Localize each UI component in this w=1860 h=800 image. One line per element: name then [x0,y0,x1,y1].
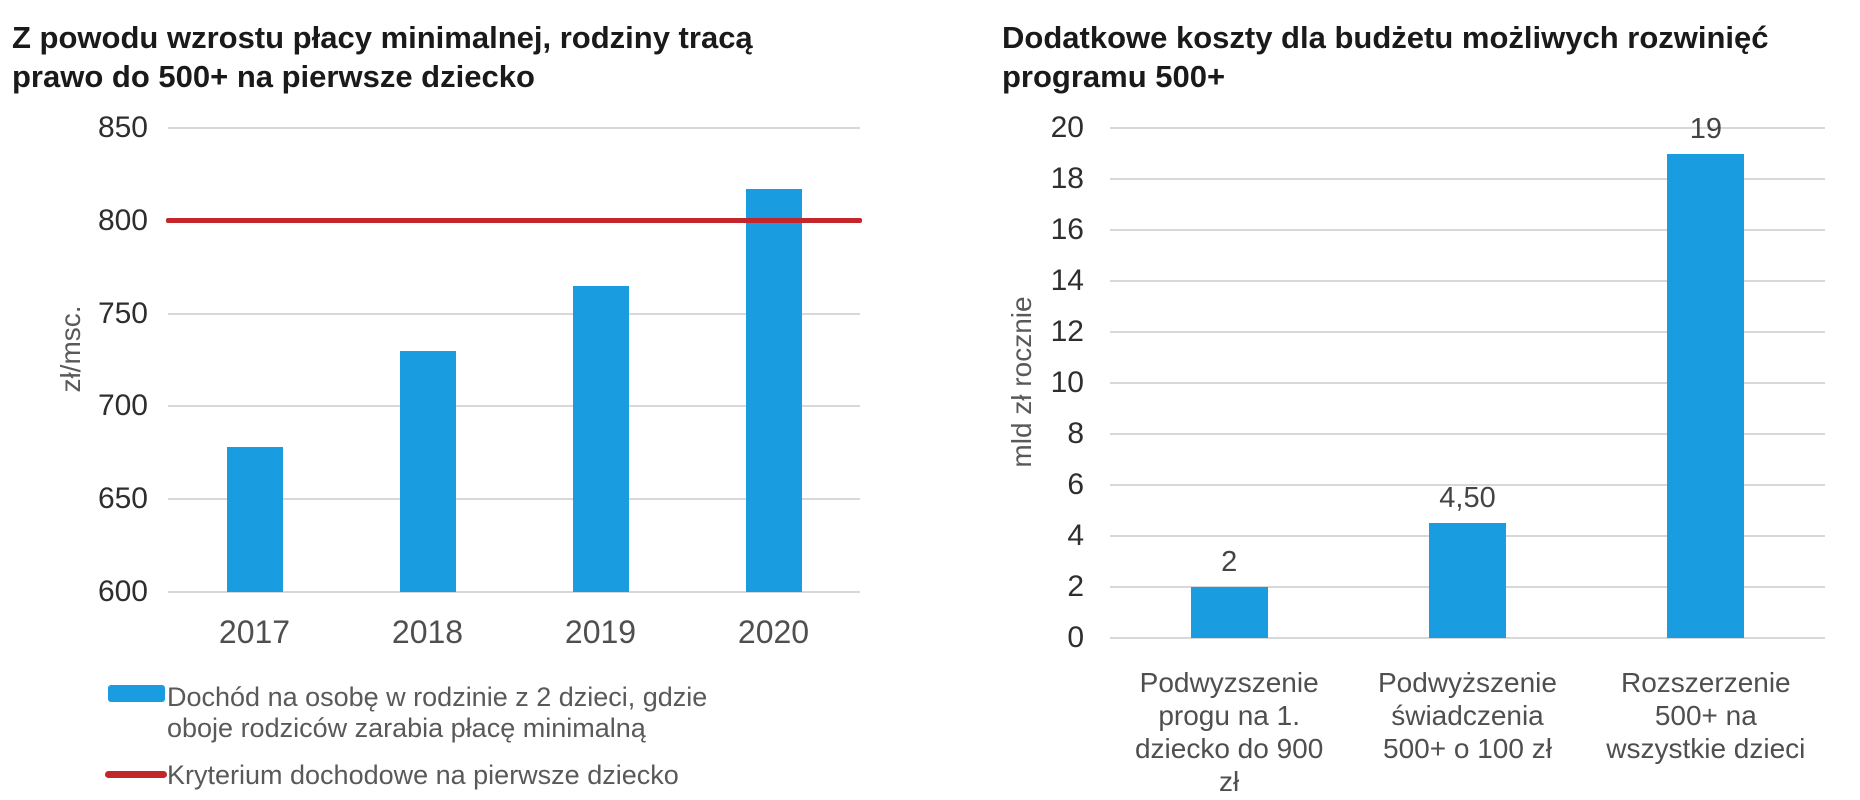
x-category-label: 2018 [391,614,464,650]
bar-left-3 [572,285,629,592]
gridline [168,312,860,315]
bar-right-1 [1190,587,1268,638]
gridline [168,591,860,593]
y-tick-label: 16 [1050,213,1084,246]
bar-left-4 [745,189,802,592]
y-tick-label: 10 [1050,366,1084,399]
gridline [168,127,860,129]
y-tick-label: 20 [1050,111,1084,144]
x-category-label: Podwyższenie świadczenia 500+ o 100 zł [1378,667,1557,764]
bar-value-label: 19 [1689,112,1722,145]
gridline [1110,637,1825,639]
bar-right-3 [1667,153,1745,638]
x-category-label: Podwyzszenie progu na 1. dziecko do 900 … [1134,667,1324,797]
legend-label-income: Dochód na osobę w rodzinie z 2 dzieci, g… [167,682,708,743]
bar-value-label: 4,50 [1439,482,1496,515]
gridline [1110,127,1825,129]
x-category-label: 2020 [737,614,810,650]
y-tick-label: 700 [97,389,148,423]
reference-line [166,218,862,224]
y-tick-label: 4 [1067,519,1084,552]
gridline [1110,331,1825,333]
right-chart-title: Dodatkowe koszty dla budżetu możliwych r… [1002,20,1769,94]
y-tick-label: 14 [1050,264,1084,297]
y-tick-label: 750 [97,296,148,330]
gridline [1110,382,1825,384]
y-tick-label: 800 [97,203,148,237]
bar-left-1 [226,447,283,592]
bar-right-2 [1429,523,1506,638]
bar-left-2 [399,350,456,592]
y-tick-label: 18 [1050,162,1084,195]
gridline [1110,433,1825,435]
y-tick-label: 12 [1050,315,1084,348]
left-chart-title: Z powodu wzrostu płacy minimalnej, rodzi… [12,20,753,94]
x-category-label: 2017 [218,614,291,650]
x-category-label: Rozszerzenie 500+ na wszystkie dzieci [1606,667,1806,764]
gridline [168,405,860,408]
y-tick-label: 8 [1067,417,1084,450]
y-tick-label: 650 [97,482,148,516]
x-category-label: 2019 [564,614,637,650]
y-tick-label: 6 [1067,468,1084,501]
gridline [1110,178,1825,180]
gridline [1110,484,1825,486]
y-tick-label: 0 [1067,621,1084,654]
gridline [1110,229,1825,231]
y-tick-label: 600 [97,575,148,608]
legend-swatch-criterion-line [105,771,167,778]
y-tick-label: 850 [97,111,148,144]
bar-value-label: 2 [1221,546,1238,578]
y-tick-label: 2 [1067,570,1084,603]
legend-label-criterion: Kryterium dochodowe na pierwsze dziecko [167,760,679,790]
gridline [1110,280,1825,282]
legend-swatch-income-bar [108,685,165,702]
gridline [168,498,860,501]
